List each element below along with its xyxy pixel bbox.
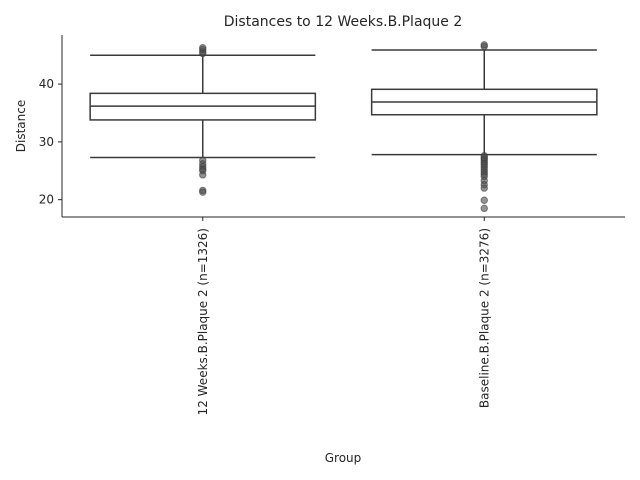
chart-title: Distances to 12 Weeks.B.Plaque 2 — [224, 14, 463, 30]
outlier-point — [199, 171, 207, 179]
outlier-point — [199, 44, 207, 52]
y-tick-label: 20 — [39, 193, 54, 207]
outlier-point — [480, 41, 488, 49]
outlier-point — [199, 188, 207, 196]
x-axis-label: Group — [325, 451, 362, 465]
x-tick-label: Baseline.B.Plaque 2 (n=3276) — [477, 228, 491, 408]
outlier-point — [480, 196, 488, 204]
y-axis-label: Distance — [14, 100, 28, 152]
y-tick-label: 30 — [39, 135, 54, 149]
outlier-point — [480, 184, 488, 192]
outlier-point — [480, 204, 488, 213]
plot-area: 20 30 40 12 Weeks.B.Plaque 2 (n=1326) Baseli… — [39, 41, 598, 415]
y-tick-label: 40 — [39, 77, 54, 91]
x-tick-label: 12 Weeks.B.Plaque 2 (n=1326) — [196, 228, 210, 415]
